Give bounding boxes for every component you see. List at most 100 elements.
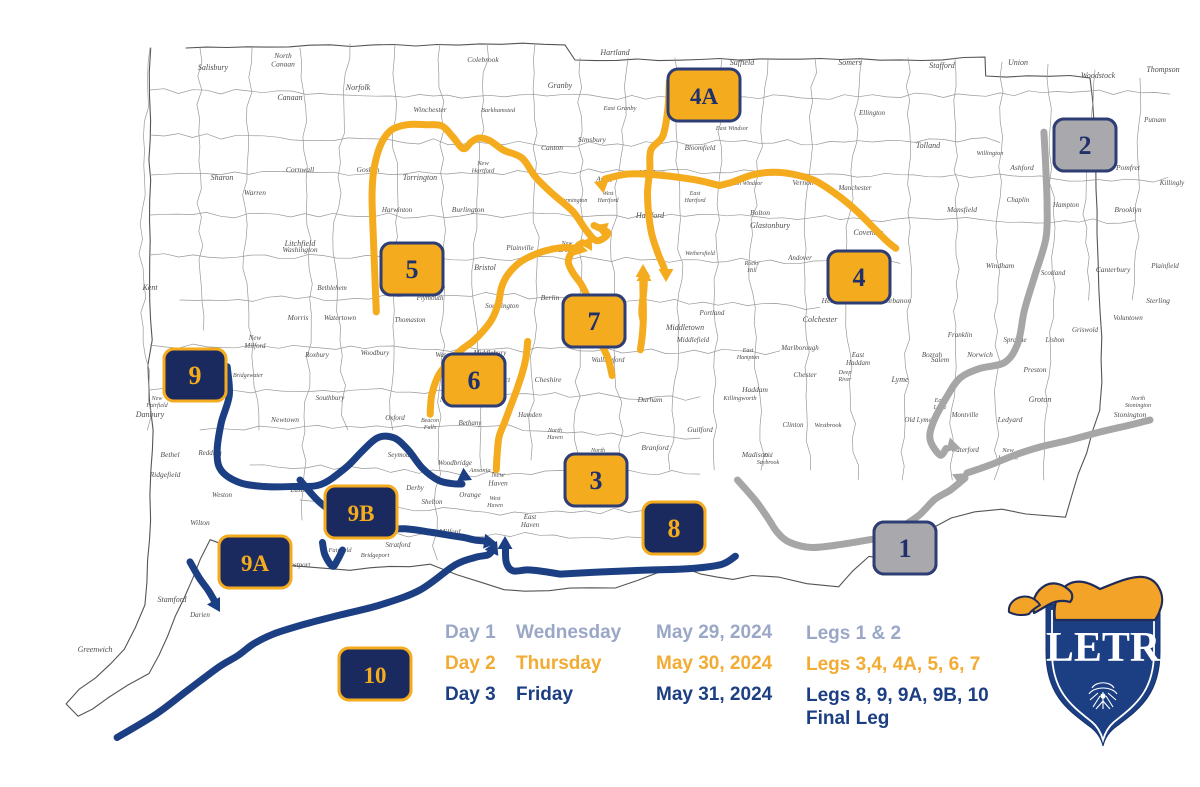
svg-text:Lyme: Lyme [890,375,909,384]
svg-text:2: 2 [1079,131,1092,160]
svg-text:Granby: Granby [548,81,573,90]
svg-text:Stafford: Stafford [929,61,955,70]
svg-text:Chester: Chester [793,370,816,379]
svg-text:Morris: Morris [287,313,309,322]
svg-text:Southbury: Southbury [316,394,346,402]
svg-text:Somers: Somers [838,58,862,67]
svg-text:Weston: Weston [212,491,232,499]
svg-text:1: 1 [899,534,912,563]
svg-text:Barkhamsted: Barkhamsted [481,107,516,114]
svg-text:Burlington: Burlington [452,205,485,214]
svg-text:Thompson: Thompson [1146,65,1179,74]
svg-text:Durham: Durham [637,395,663,404]
svg-text:East Granby: East Granby [602,105,636,112]
svg-text:Wilton: Wilton [190,518,210,527]
svg-text:Norwich: Norwich [966,350,993,359]
svg-text:Stamford: Stamford [157,595,187,604]
svg-text:Glastonbury: Glastonbury [750,221,790,230]
svg-text:Warren: Warren [244,188,266,197]
svg-text:Derby: Derby [405,484,424,492]
svg-text:Pomfret: Pomfret [1115,163,1141,172]
svg-text:Darien: Darien [189,611,210,619]
svg-text:Woodbridge: Woodbridge [438,459,472,467]
svg-text:Branford: Branford [641,443,668,452]
svg-text:Harwinton: Harwinton [381,206,413,214]
svg-text:Westbrook: Westbrook [815,422,842,429]
svg-text:Bethel: Bethel [160,450,179,459]
svg-text:Oxford: Oxford [385,414,405,422]
svg-text:Killingworth: Killingworth [722,395,756,402]
svg-text:10: 10 [364,663,387,688]
svg-text:Griswold: Griswold [1072,326,1099,334]
svg-text:6: 6 [468,366,481,395]
svg-text:Canaan: Canaan [277,93,302,102]
svg-text:Haddam: Haddam [741,385,768,394]
svg-text:7: 7 [588,307,601,336]
svg-text:Plainfield: Plainfield [1150,262,1179,270]
svg-text:Canterbury: Canterbury [1096,265,1131,274]
svg-text:Brooklyn: Brooklyn [1114,205,1141,214]
svg-text:Ridgefield: Ridgefield [149,470,181,479]
svg-text:Madison: Madison [741,450,769,459]
svg-text:Wethersfield: Wethersfield [685,250,716,257]
svg-text:Willington: Willington [976,150,1003,157]
svg-text:Ellington: Ellington [858,109,886,117]
svg-text:Preston: Preston [1022,365,1046,374]
svg-text:Montville: Montville [951,411,979,419]
svg-text:9: 9 [189,361,202,390]
svg-text:Bethany: Bethany [459,419,483,427]
svg-text:Bloomfield: Bloomfield [685,144,716,152]
svg-text:Ashford: Ashford [1009,163,1034,172]
svg-text:8: 8 [668,514,681,543]
svg-text:Voluntown: Voluntown [1113,314,1143,322]
svg-text:Ledyard: Ledyard [997,415,1023,424]
svg-text:Danbury: Danbury [135,410,165,419]
svg-text:Andover: Andover [787,254,812,262]
svg-text:Watertown: Watertown [324,313,356,322]
svg-text:3: 3 [590,466,603,495]
svg-text:Mansfield: Mansfield [946,205,977,214]
svg-text:Stratford: Stratford [385,541,411,549]
svg-text:Union: Union [1008,58,1028,67]
svg-text:9A: 9A [241,551,270,576]
svg-text:Stonington: Stonington [1114,410,1147,419]
svg-text:Guilford: Guilford [687,425,713,434]
svg-text:Woodbury: Woodbury [361,349,390,357]
svg-text:Colchester: Colchester [803,315,839,324]
svg-text:Sterling: Sterling [1146,296,1170,305]
svg-text:Marlborough: Marlborough [780,344,819,352]
svg-text:East Windsor: East Windsor [715,126,749,132]
svg-text:Franklin: Franklin [947,331,973,339]
svg-text:Lisbon: Lisbon [1044,336,1065,344]
svg-text:9B: 9B [348,501,375,526]
svg-text:Cornwall: Cornwall [286,165,314,174]
svg-text:Cheshire: Cheshire [535,375,562,384]
svg-text:Bolton: Bolton [750,208,770,217]
svg-text:Woodstock: Woodstock [1081,71,1116,80]
svg-text:Middlefield: Middlefield [676,336,710,344]
svg-text:Clinton: Clinton [782,421,804,429]
svg-text:Bozrah: Bozrah [922,351,943,359]
svg-text:Middletown: Middletown [665,323,704,332]
svg-text:Hartland: Hartland [599,48,630,57]
svg-text:Newtown: Newtown [270,415,299,424]
svg-text:Roxbury: Roxbury [304,351,330,359]
svg-text:Berlin: Berlin [541,293,560,302]
svg-text:Windham: Windham [986,261,1015,270]
svg-text:Putnam: Putnam [1143,116,1166,124]
svg-text:Thomaston: Thomaston [394,316,426,324]
svg-text:Portland: Portland [699,309,725,317]
svg-text:Greenwich: Greenwich [78,645,113,654]
svg-text:Colebrook: Colebrook [467,55,499,64]
svg-text:Scotland: Scotland [1041,269,1066,277]
svg-text:Canton: Canton [541,143,563,152]
svg-text:5: 5 [406,255,419,284]
svg-text:Groton: Groton [1029,395,1052,404]
svg-text:4: 4 [853,263,866,292]
svg-text:Plainville: Plainville [505,244,533,252]
svg-text:Suffield: Suffield [730,58,755,67]
svg-text:Chaplin: Chaplin [1007,196,1030,204]
